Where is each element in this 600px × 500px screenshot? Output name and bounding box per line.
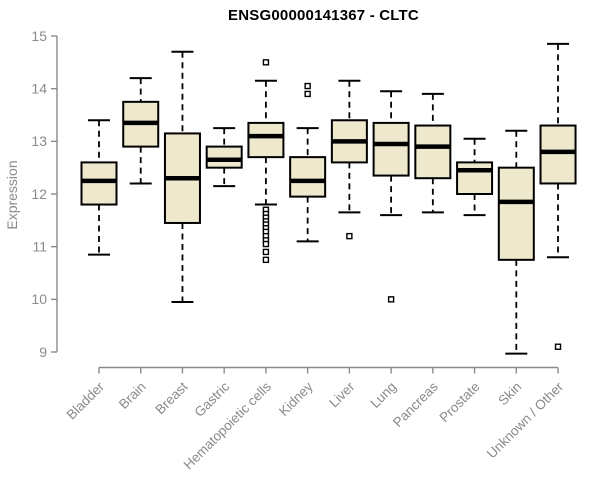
outlier-point (304, 90, 311, 98)
iqr-box (497, 166, 535, 261)
x-tick-label: Unknown / Other (484, 379, 567, 462)
x-tick-label: Liver (326, 379, 358, 411)
boxplot-breast (163, 50, 201, 303)
boxplot-gastric (205, 127, 243, 188)
iqr-box (247, 121, 285, 159)
chart-title: ENSG00000141367 - CLTC (228, 7, 419, 24)
outlier-point (262, 59, 270, 66)
boxplot-liver (330, 79, 368, 240)
y-tick-label: 12 (31, 186, 47, 202)
boxplot-skin (497, 129, 535, 355)
iqr-box (80, 161, 118, 206)
iqr-box (372, 121, 410, 177)
boxplot-prostate (456, 137, 494, 217)
outlier-point (262, 240, 270, 248)
y-tick-label: 10 (31, 291, 47, 307)
x-tick-label: Gastric (191, 379, 232, 420)
iqr-box (205, 145, 243, 169)
x-tick-label: Bladder (64, 379, 108, 423)
y-tick-label: 9 (39, 344, 47, 360)
boxplot-kidney (289, 82, 327, 243)
y-tick-label: 13 (31, 133, 47, 149)
x-tick-label: Breast (152, 379, 190, 417)
x-tick-label: Pancreas (390, 379, 441, 430)
x-tick-label: Kidney (276, 379, 316, 419)
outlier-point (262, 256, 270, 264)
x-tick-label: Lung (367, 379, 399, 411)
iqr-box (289, 156, 327, 198)
outlier-point (554, 343, 562, 350)
boxplot-pancreas (414, 92, 452, 214)
x-tick-label: Skin (495, 379, 524, 408)
x-tick-label: Prostate (437, 379, 483, 425)
iqr-box (414, 124, 452, 180)
boxplot-lung (372, 90, 410, 303)
iqr-box (539, 124, 577, 185)
y-tick-label: 15 (31, 28, 47, 44)
iqr-box (456, 161, 494, 195)
outlier-point (387, 296, 395, 303)
boxplot-bladder (80, 119, 118, 256)
x-tick-label: Brain (116, 379, 149, 412)
boxplot-brain (122, 77, 160, 185)
y-tick-label: 14 (31, 81, 47, 97)
outlier-point (304, 82, 311, 90)
boxplot-unknown-other (539, 42, 577, 350)
outlier-point (346, 232, 353, 240)
y-tick-label: 11 (32, 239, 47, 255)
boxplot-hematopoietic-cells (247, 59, 285, 264)
outlier-point (262, 248, 270, 256)
